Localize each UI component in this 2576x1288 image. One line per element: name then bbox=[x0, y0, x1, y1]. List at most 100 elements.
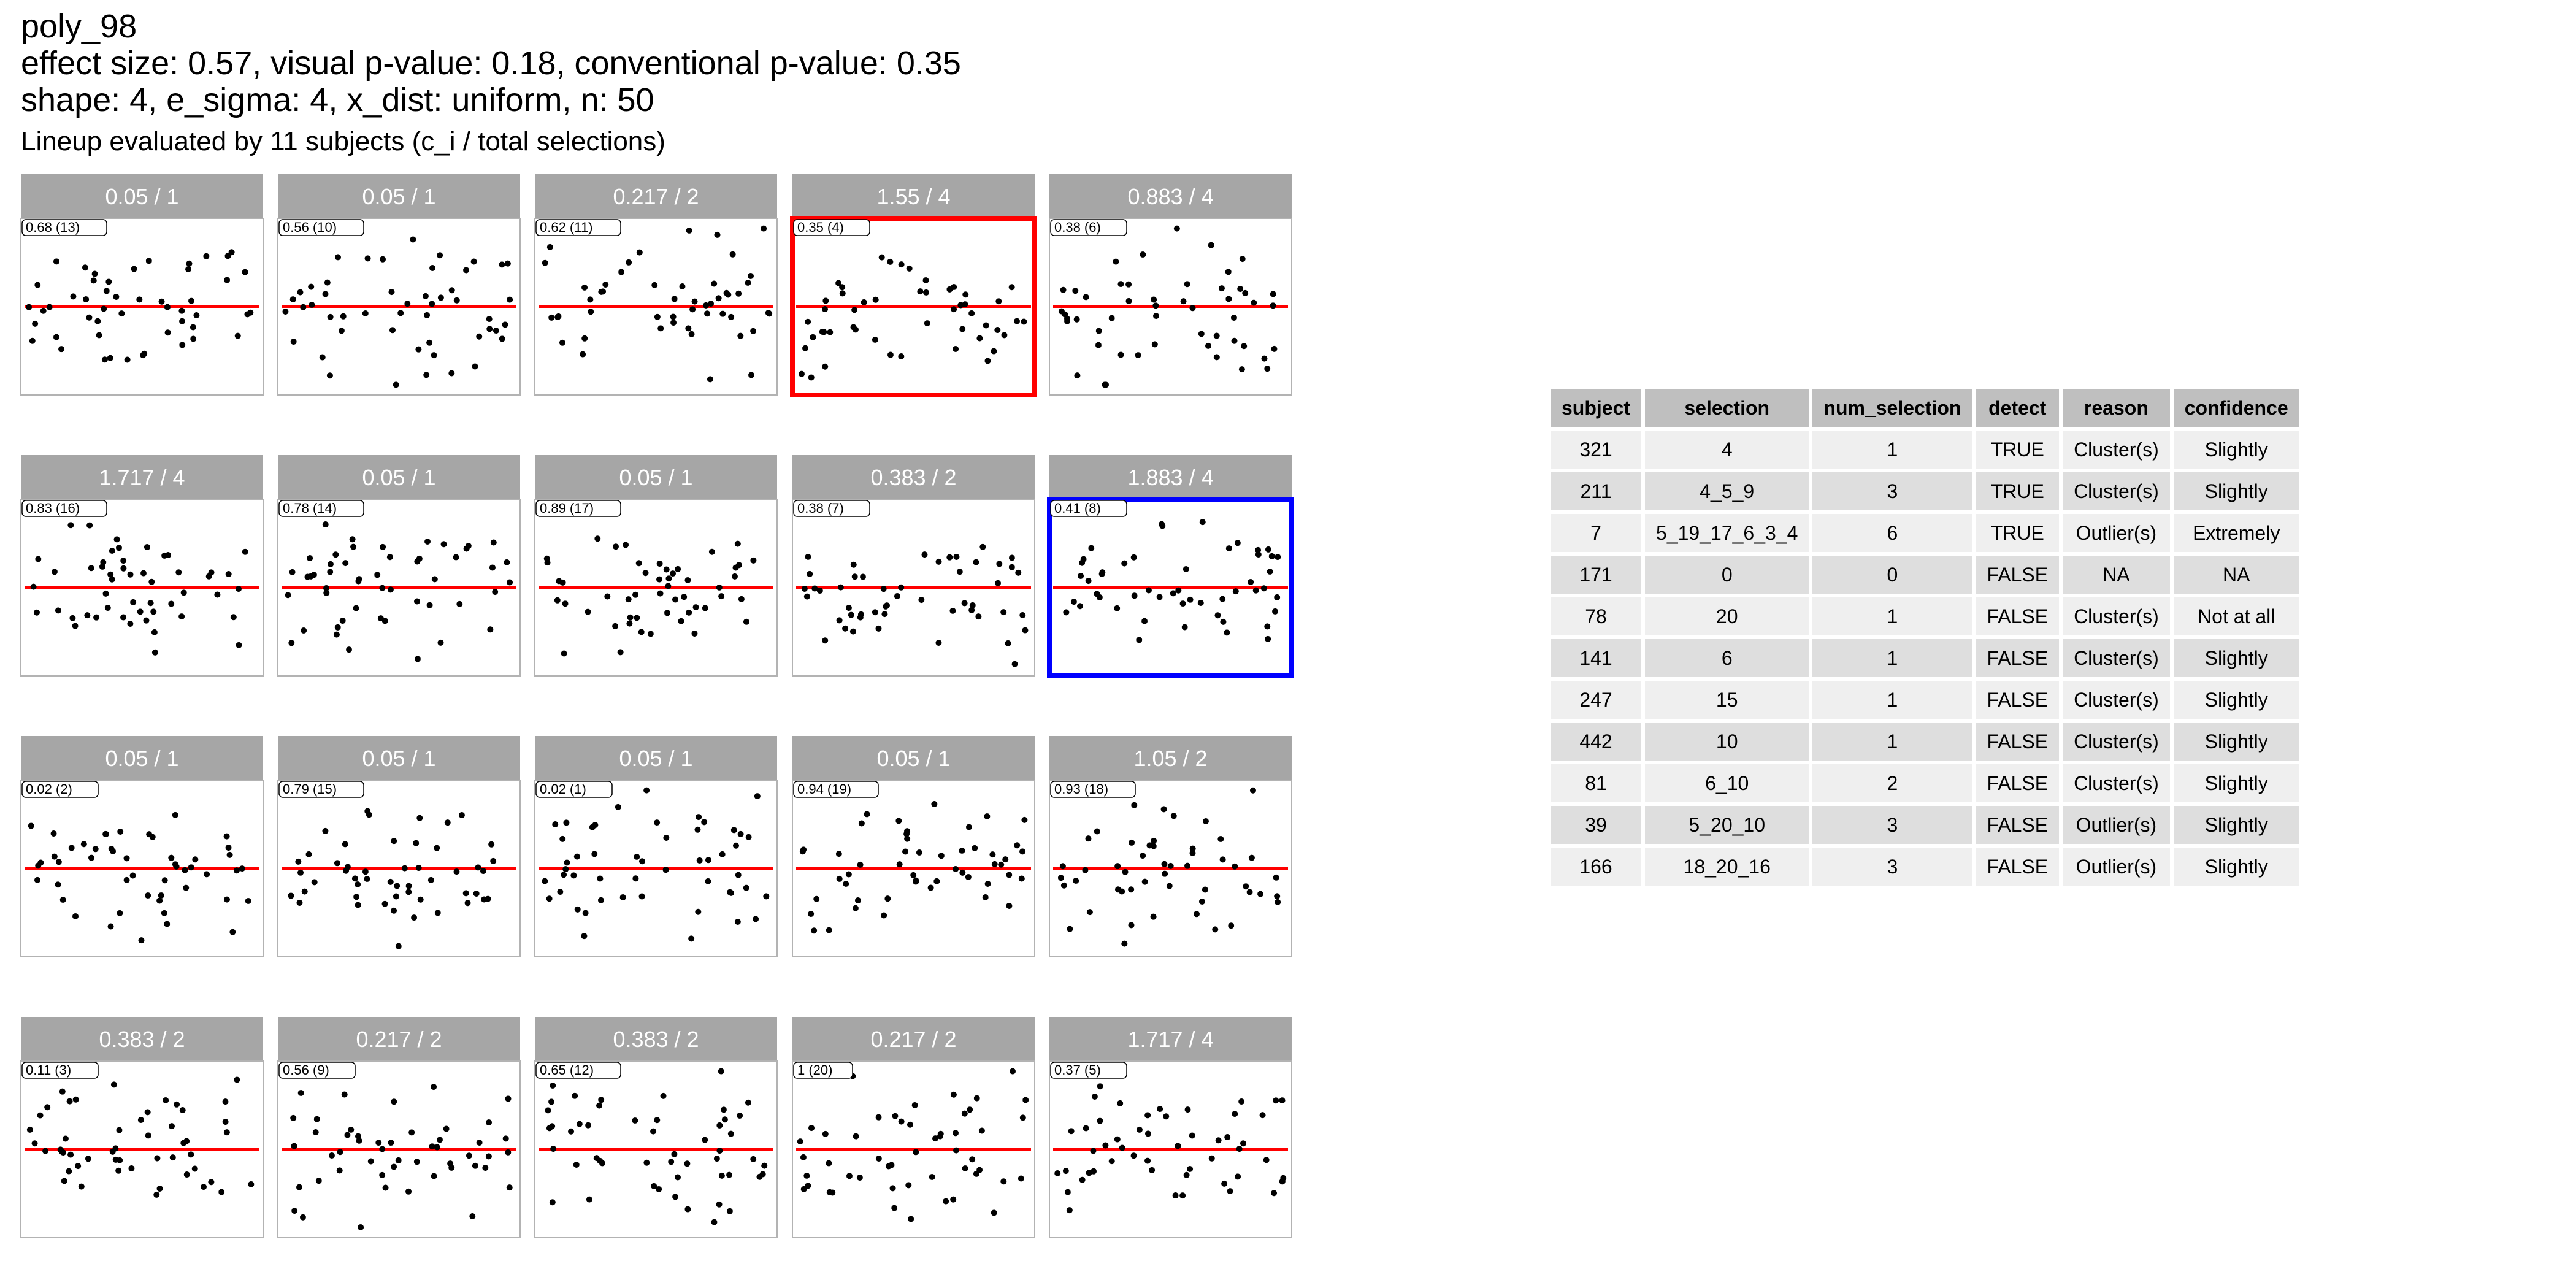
facet-strip bbox=[792, 455, 1035, 499]
data-point bbox=[405, 889, 412, 895]
cell-subject: 39 bbox=[1551, 806, 1642, 844]
data-point bbox=[735, 872, 742, 878]
data-point bbox=[1149, 1167, 1156, 1173]
data-point bbox=[437, 1137, 443, 1143]
data-point bbox=[1184, 862, 1191, 869]
data-point bbox=[355, 902, 361, 908]
data-point bbox=[1122, 868, 1129, 875]
data-point bbox=[208, 569, 215, 576]
data-point bbox=[344, 1132, 351, 1138]
cell-subject: 247 bbox=[1551, 681, 1642, 719]
data-point bbox=[943, 1198, 949, 1205]
panel-tag-box bbox=[1050, 1062, 1127, 1079]
data-point bbox=[109, 548, 115, 554]
data-point bbox=[953, 553, 960, 560]
data-point bbox=[657, 590, 664, 597]
data-point bbox=[59, 897, 66, 903]
data-point bbox=[349, 536, 356, 543]
column-header-detect: detect bbox=[1976, 389, 2060, 427]
data-point bbox=[423, 372, 430, 378]
data-point bbox=[1019, 1114, 1026, 1121]
data-point bbox=[857, 611, 864, 618]
cell-num-selection: 6 bbox=[1812, 514, 1972, 552]
data-point bbox=[50, 830, 57, 837]
cell-detect: FALSE bbox=[1976, 806, 2060, 844]
data-point bbox=[573, 1161, 580, 1168]
data-point bbox=[1212, 926, 1219, 933]
data-point bbox=[737, 1113, 743, 1119]
data-point bbox=[623, 542, 629, 548]
facet-strip bbox=[792, 1017, 1035, 1061]
data-point bbox=[80, 841, 87, 848]
facet-strip-label: 1.717 / 4 bbox=[1127, 1027, 1213, 1052]
data-point bbox=[1183, 566, 1189, 573]
data-point bbox=[242, 269, 248, 275]
data-point bbox=[675, 565, 681, 572]
data-point bbox=[40, 307, 47, 314]
data-point bbox=[716, 584, 723, 591]
data-point bbox=[1238, 366, 1245, 373]
data-point bbox=[743, 618, 749, 625]
data-point bbox=[387, 878, 394, 885]
data-point bbox=[431, 576, 438, 583]
data-point bbox=[333, 631, 340, 638]
panel-tag-label: 0.93 (18) bbox=[1054, 781, 1108, 797]
cell-detect: FALSE bbox=[1976, 764, 2060, 802]
data-point bbox=[118, 310, 125, 317]
data-point bbox=[1088, 545, 1095, 551]
data-point bbox=[597, 897, 604, 903]
data-point bbox=[168, 600, 175, 607]
data-point bbox=[591, 851, 598, 857]
data-point bbox=[836, 617, 843, 624]
data-point bbox=[665, 575, 672, 582]
data-point bbox=[486, 316, 493, 323]
data-point bbox=[898, 353, 905, 359]
data-point bbox=[705, 857, 711, 864]
data-point bbox=[1194, 911, 1200, 918]
data-point bbox=[664, 610, 671, 616]
data-point bbox=[969, 602, 976, 608]
data-point bbox=[887, 258, 894, 265]
data-point bbox=[379, 1171, 386, 1178]
panel-tag-box bbox=[278, 781, 364, 798]
cell-detect: FALSE bbox=[1976, 639, 2060, 677]
data-point bbox=[576, 1121, 583, 1127]
data-point bbox=[638, 893, 645, 900]
data-point bbox=[1166, 883, 1173, 889]
table-row: 141 6 1 FALSE Cluster(s) Slightly bbox=[1551, 639, 2299, 677]
data-point bbox=[1098, 570, 1105, 577]
data-point bbox=[976, 335, 983, 342]
data-point bbox=[672, 1194, 679, 1200]
data-point bbox=[182, 867, 188, 873]
data-point bbox=[1189, 1132, 1195, 1139]
data-point bbox=[225, 845, 232, 851]
data-point bbox=[230, 614, 237, 621]
data-point bbox=[338, 328, 345, 334]
data-point bbox=[827, 329, 834, 335]
data-point bbox=[1237, 286, 1244, 293]
data-point bbox=[386, 554, 393, 561]
cell-confidence: Slightly bbox=[2173, 723, 2299, 761]
facet-strip bbox=[21, 1017, 263, 1061]
data-point bbox=[499, 335, 505, 342]
data-point bbox=[1117, 351, 1124, 358]
data-point bbox=[1189, 849, 1196, 856]
data-point bbox=[957, 302, 964, 309]
data-point bbox=[391, 907, 397, 914]
data-point bbox=[154, 1155, 161, 1162]
data-point bbox=[811, 585, 818, 592]
data-point bbox=[1097, 1083, 1103, 1090]
data-point bbox=[322, 291, 329, 297]
cell-confidence: Slightly bbox=[2173, 764, 2299, 802]
data-point bbox=[1080, 556, 1087, 562]
data-point bbox=[417, 896, 424, 903]
data-point bbox=[555, 313, 562, 320]
panel-tag-box bbox=[21, 781, 99, 798]
data-point bbox=[1238, 1098, 1245, 1105]
data-point bbox=[346, 646, 353, 653]
panel-tag-label: 0.65 (12) bbox=[540, 1062, 594, 1078]
data-point bbox=[86, 314, 93, 321]
data-point bbox=[31, 1140, 38, 1147]
data-point bbox=[394, 883, 401, 889]
data-point bbox=[401, 865, 408, 872]
